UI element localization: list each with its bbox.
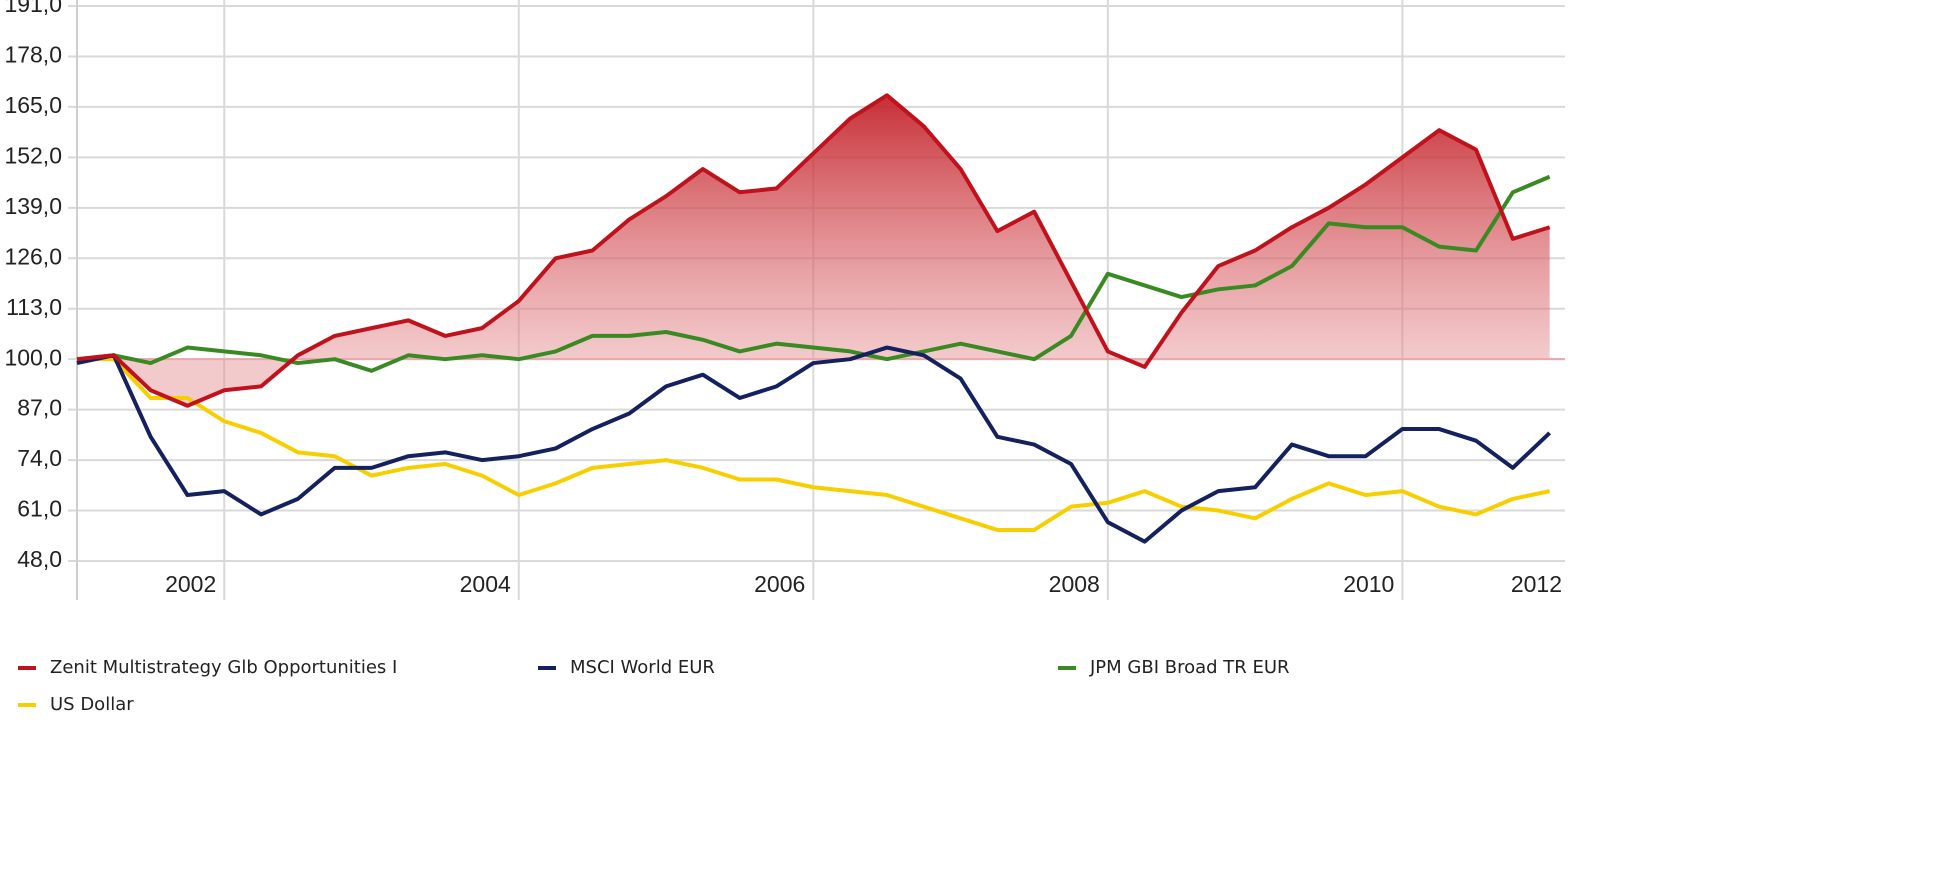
y-tick-label: 139,0 (4, 193, 62, 219)
lines-layer (76, 93, 1552, 544)
series-line (76, 174, 1551, 373)
x-tick-label: 2012 (1511, 571, 1562, 597)
area-layer (77, 95, 1565, 406)
x-tick-label: 2002 (165, 571, 216, 597)
series-line (76, 93, 1551, 408)
y-tick-label: 165,0 (4, 92, 62, 118)
x-tick-label: 2010 (1343, 571, 1394, 597)
y-tick-label: 87,0 (17, 395, 62, 421)
y-tick-label: 48,0 (17, 546, 62, 572)
y-tick-label: 152,0 (4, 142, 62, 168)
x-tick-label: 2008 (1049, 571, 1100, 597)
y-tick-label: 61,0 (17, 496, 62, 522)
y-tick-label: 126,0 (4, 243, 62, 269)
labels-layer: 48,0 61,0 74,0 87,0 100,0 113,0 126,0 139,0 152,… (4, 0, 1562, 715)
y-tick-label: 113,0 (6, 294, 62, 320)
y-tick-label: 74,0 (17, 445, 62, 471)
y-tick-label: 100,0 (4, 344, 62, 370)
y-tick-label: 191,0 (4, 0, 62, 17)
y-tick-label: 178,0 (4, 42, 62, 68)
legend-label: US Dollar (50, 694, 134, 715)
area-fill (77, 95, 1550, 406)
x-tick-label: 2004 (460, 571, 511, 597)
legend-label: MSCI World EUR (570, 657, 715, 678)
x-tick-label: 2006 (754, 571, 805, 597)
legend-label: JPM GBI Broad TR EUR (1089, 657, 1290, 678)
series-line (77, 357, 1551, 532)
series-line (76, 345, 1552, 544)
legend-label: Zenit Multistrategy Glb Opportunities I (50, 657, 397, 678)
